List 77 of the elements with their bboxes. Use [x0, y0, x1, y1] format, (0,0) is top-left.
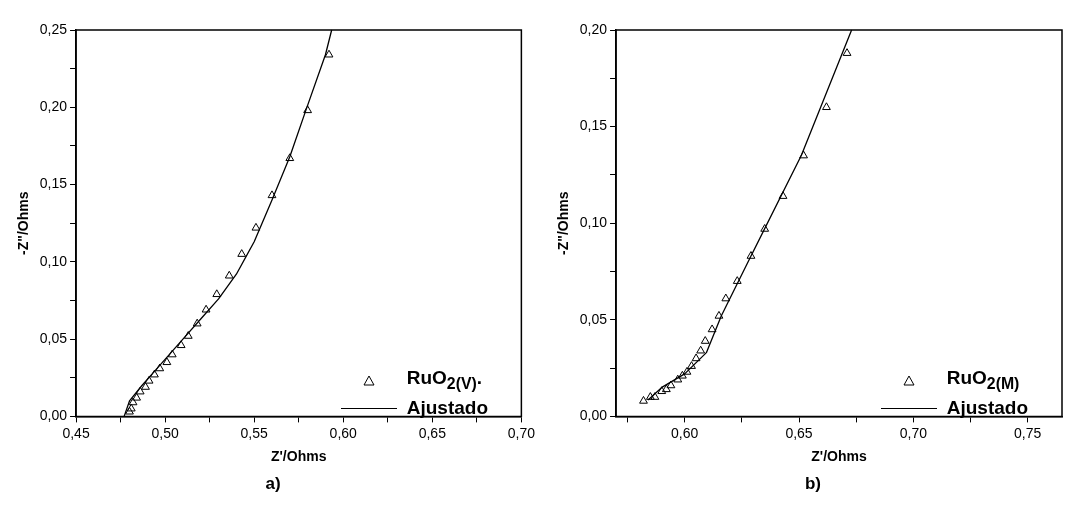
- point: [746, 251, 756, 259]
- point: [657, 386, 667, 395]
- point: [183, 331, 193, 339]
- y-axis-title: -Z"/Ohms: [555, 191, 572, 255]
- y-tick-label: 0,05: [39, 329, 68, 346]
- legend-label: RuO$_{2(V)}$.: [406, 367, 483, 393]
- x-tick-label: 0,65: [785, 424, 813, 441]
- point: [267, 190, 277, 199]
- point: [144, 375, 154, 384]
- x-tick-label: 0,55: [240, 424, 269, 441]
- point: [192, 318, 202, 327]
- x-tick-label: 0,60: [329, 424, 358, 441]
- point: [167, 349, 177, 358]
- point: [251, 222, 261, 231]
- point: [324, 49, 334, 58]
- point: [135, 386, 145, 395]
- y-tick-label: 0,15: [579, 117, 608, 134]
- point: [162, 357, 172, 366]
- x-axis-title: Z'/Ohms: [811, 448, 867, 465]
- point: [645, 392, 655, 400]
- point: [778, 191, 788, 199]
- x-tick-label: 0,60: [671, 424, 699, 441]
- point: [212, 289, 222, 298]
- y-tick-label: 0,00: [39, 407, 68, 424]
- point: [285, 153, 295, 162]
- text: b): [803, 474, 822, 494]
- point: [224, 270, 234, 279]
- y-tick-label: 0,05: [579, 310, 608, 327]
- point: [132, 392, 142, 401]
- point: [666, 380, 676, 389]
- point: [237, 249, 247, 257]
- y-tick-label: 0,15: [39, 175, 68, 192]
- point: [799, 150, 808, 159]
- y-tick-label: 0,10: [579, 214, 608, 231]
- point: [687, 361, 696, 369]
- legend-label: Ajustado: [946, 397, 1028, 419]
- x-tick-label: 0,70: [507, 424, 536, 441]
- point: [714, 310, 724, 319]
- point: [700, 336, 710, 344]
- point: [682, 366, 692, 375]
- point: [639, 395, 648, 404]
- point: [661, 384, 671, 393]
- point: [125, 406, 134, 415]
- y-axis-title: -Z"/Ohms: [15, 191, 32, 255]
- point: [732, 276, 742, 284]
- y-tick-label: 0,10: [39, 252, 68, 269]
- point: [707, 324, 717, 333]
- point: [128, 397, 138, 406]
- point: [721, 293, 731, 302]
- point: [155, 363, 165, 372]
- point: [673, 374, 683, 383]
- point: [126, 403, 136, 412]
- y-tick-label: 0,20: [39, 98, 68, 115]
- point: [141, 382, 150, 390]
- point: [303, 105, 313, 114]
- point: [760, 224, 770, 232]
- y-tick-label: 0,20: [579, 20, 608, 37]
- y-tick-label: 0,25: [39, 20, 68, 37]
- x-tick-label: 0,70: [899, 424, 928, 441]
- x-tick-label: 0,45: [62, 424, 90, 441]
- point: [201, 304, 211, 313]
- x-tick-label: 0,50: [151, 424, 179, 441]
- legend-label: RuO$_{2(M)}$: [946, 367, 1020, 393]
- point: [842, 48, 852, 56]
- text: a): [264, 474, 282, 494]
- point: [176, 340, 186, 349]
- x-tick-label: 0,75: [1014, 424, 1042, 441]
- point: [691, 353, 701, 362]
- point: [650, 392, 660, 400]
- point: [822, 102, 831, 111]
- point: [150, 369, 159, 378]
- legend-label: Ajustado: [406, 397, 488, 419]
- y-tick-label: 0,00: [579, 407, 608, 424]
- point: [696, 345, 706, 354]
- x-axis-title: Z'/Ohms: [270, 448, 327, 465]
- x-tick-label: 0,65: [418, 424, 447, 441]
- point: [677, 370, 687, 379]
